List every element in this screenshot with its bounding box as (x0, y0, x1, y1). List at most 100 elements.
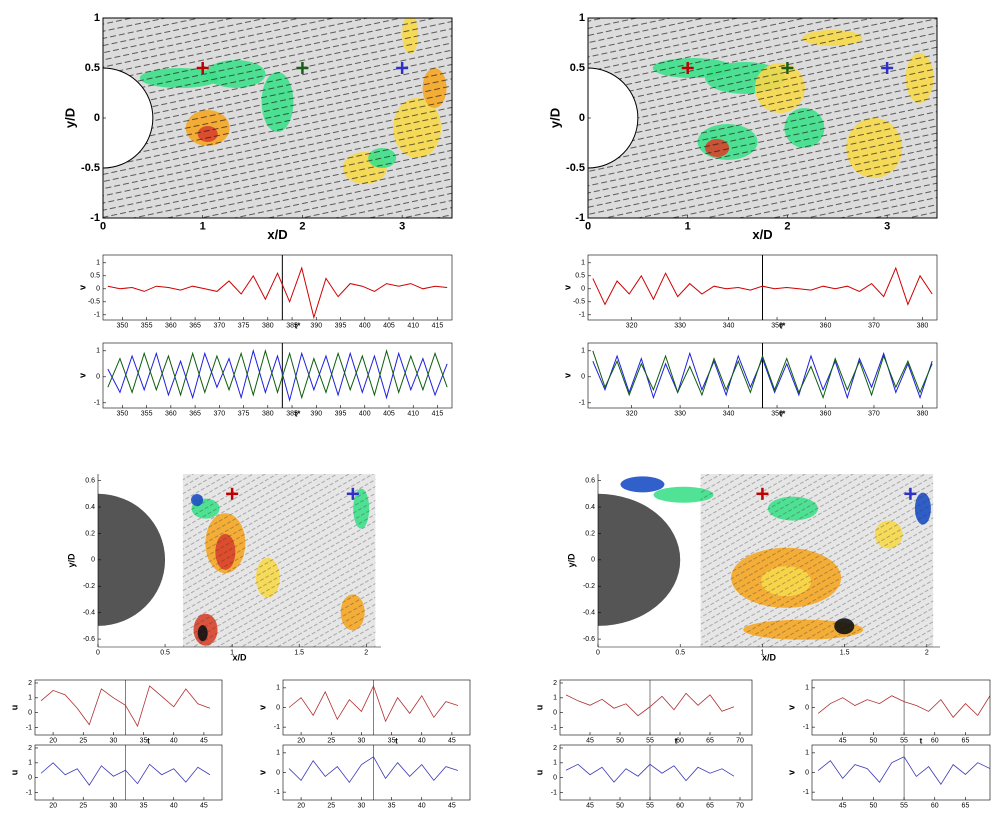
y-tick-label: 0 (591, 557, 595, 564)
series-line (40, 762, 211, 786)
y-axis-label: y/D (547, 108, 562, 128)
x-tick-label: 380 (917, 322, 929, 329)
x-tick-label: 45 (448, 737, 456, 744)
cylinder (598, 493, 681, 626)
x-tick-label: 3 (399, 221, 405, 233)
y-tick-label: -1 (551, 724, 557, 731)
x-tick-label: 360 (820, 322, 832, 329)
x-tick-label: 375 (238, 322, 250, 329)
y-tick-label: -1 (575, 212, 585, 224)
y-tick-label: 0 (553, 775, 557, 782)
y-tick-label: 0 (581, 374, 585, 381)
x-tick-label: 330 (674, 322, 686, 329)
cylinder (98, 493, 166, 626)
x-tick-label: 35 (140, 737, 148, 744)
axes-frame (559, 679, 753, 736)
x-tick-label: 45 (586, 737, 594, 744)
x-tick-label: 1.5 (840, 649, 850, 656)
x-tick-label: 2 (299, 221, 305, 233)
x-tick-label: 350 (771, 410, 783, 417)
y-tick-label: 0.6 (85, 477, 95, 484)
y-tick-label: 0 (91, 557, 95, 564)
y-tick-label: 1 (96, 348, 100, 355)
x-tick-label: 395 (335, 322, 347, 329)
x-tick-label: 365 (189, 322, 201, 329)
x-tick-label: 380 (262, 410, 274, 417)
series-line (592, 351, 933, 400)
x-tick-label: 25 (79, 802, 87, 809)
x-tick-label: 365 (189, 410, 201, 417)
y-axis-label: v (77, 373, 87, 378)
y-axis-label: y/D (62, 108, 77, 128)
x-tick-label: 2 (364, 649, 368, 656)
x-tick-label: 330 (674, 410, 686, 417)
series-line (107, 348, 448, 400)
x-tick-label: 50 (616, 802, 624, 809)
y-tick-label: 0.5 (90, 273, 100, 280)
y-axis-label: u (9, 705, 19, 711)
x-tick-label: 1 (760, 649, 764, 656)
x-tick-label: 360 (165, 410, 177, 417)
y-tick-label: 1 (805, 685, 809, 692)
x-tick-label: 20 (49, 802, 57, 809)
y-tick-label: -1 (579, 400, 585, 407)
y-tick-label: 1 (579, 12, 585, 24)
cylinder (103, 67, 154, 169)
vector-field (103, 18, 452, 218)
y-tick-label: -0.2 (583, 583, 595, 590)
x-tick-label: 45 (839, 737, 847, 744)
x-tick-label: 20 (297, 802, 305, 809)
series-line (592, 350, 933, 400)
y-tick-label: 0 (805, 704, 809, 711)
x-axis-label: t (147, 736, 150, 745)
y-axis-label: v (786, 705, 796, 710)
probe-marker (681, 62, 694, 74)
x-tick-label: 25 (327, 737, 335, 744)
plot-area (107, 343, 448, 408)
x-tick-label: 30 (110, 802, 118, 809)
x-axis-label: t* (780, 321, 787, 330)
plot-area (288, 680, 459, 735)
x-tick-label: 370 (213, 410, 225, 417)
x-tick-label: 45 (200, 737, 208, 744)
x-tick-label: 380 (262, 322, 274, 329)
plot-area (817, 680, 990, 735)
y-tick-label: 1 (276, 750, 280, 757)
y-tick-label: 1 (94, 12, 100, 24)
y-tick-label: 0 (94, 112, 100, 124)
x-tick-label: 20 (297, 737, 305, 744)
x-tick-label: 65 (962, 802, 970, 809)
y-axis-label: v (562, 285, 572, 290)
probe-marker (904, 487, 917, 500)
x-tick-label: 350 (117, 410, 129, 417)
x-tick-label: 35 (388, 802, 396, 809)
x-tick-label: 360 (820, 410, 832, 417)
x-tick-label: 3 (884, 221, 890, 233)
y-axis-label: y/D (66, 553, 76, 568)
plot-area (817, 745, 990, 800)
y-tick-label: 1 (28, 760, 32, 767)
y-tick-label: -0.6 (583, 636, 595, 643)
y-tick-label: -0.4 (583, 610, 595, 617)
plot-area (592, 343, 933, 408)
plot-area (40, 745, 211, 800)
y-tick-label: 0 (96, 374, 100, 381)
x-tick-label: 60 (931, 802, 939, 809)
series-line (565, 692, 735, 717)
x-tick-label: 60 (931, 737, 939, 744)
x-tick-label: 45 (839, 802, 847, 809)
x-tick-label: 30 (358, 802, 366, 809)
y-tick-label: 0.6 (585, 477, 595, 484)
series-line (40, 685, 211, 728)
x-tick-label: 55 (646, 802, 654, 809)
vorticity-contour (620, 476, 665, 493)
x-tick-label: 0.5 (160, 649, 170, 656)
y-tick-label: -0.2 (83, 583, 95, 590)
y-axis-label: v (257, 770, 267, 775)
y-tick-label: 0 (805, 769, 809, 776)
y-tick-label: -1 (26, 789, 32, 796)
axes-frame (34, 679, 223, 736)
y-tick-label: 0 (581, 286, 585, 293)
